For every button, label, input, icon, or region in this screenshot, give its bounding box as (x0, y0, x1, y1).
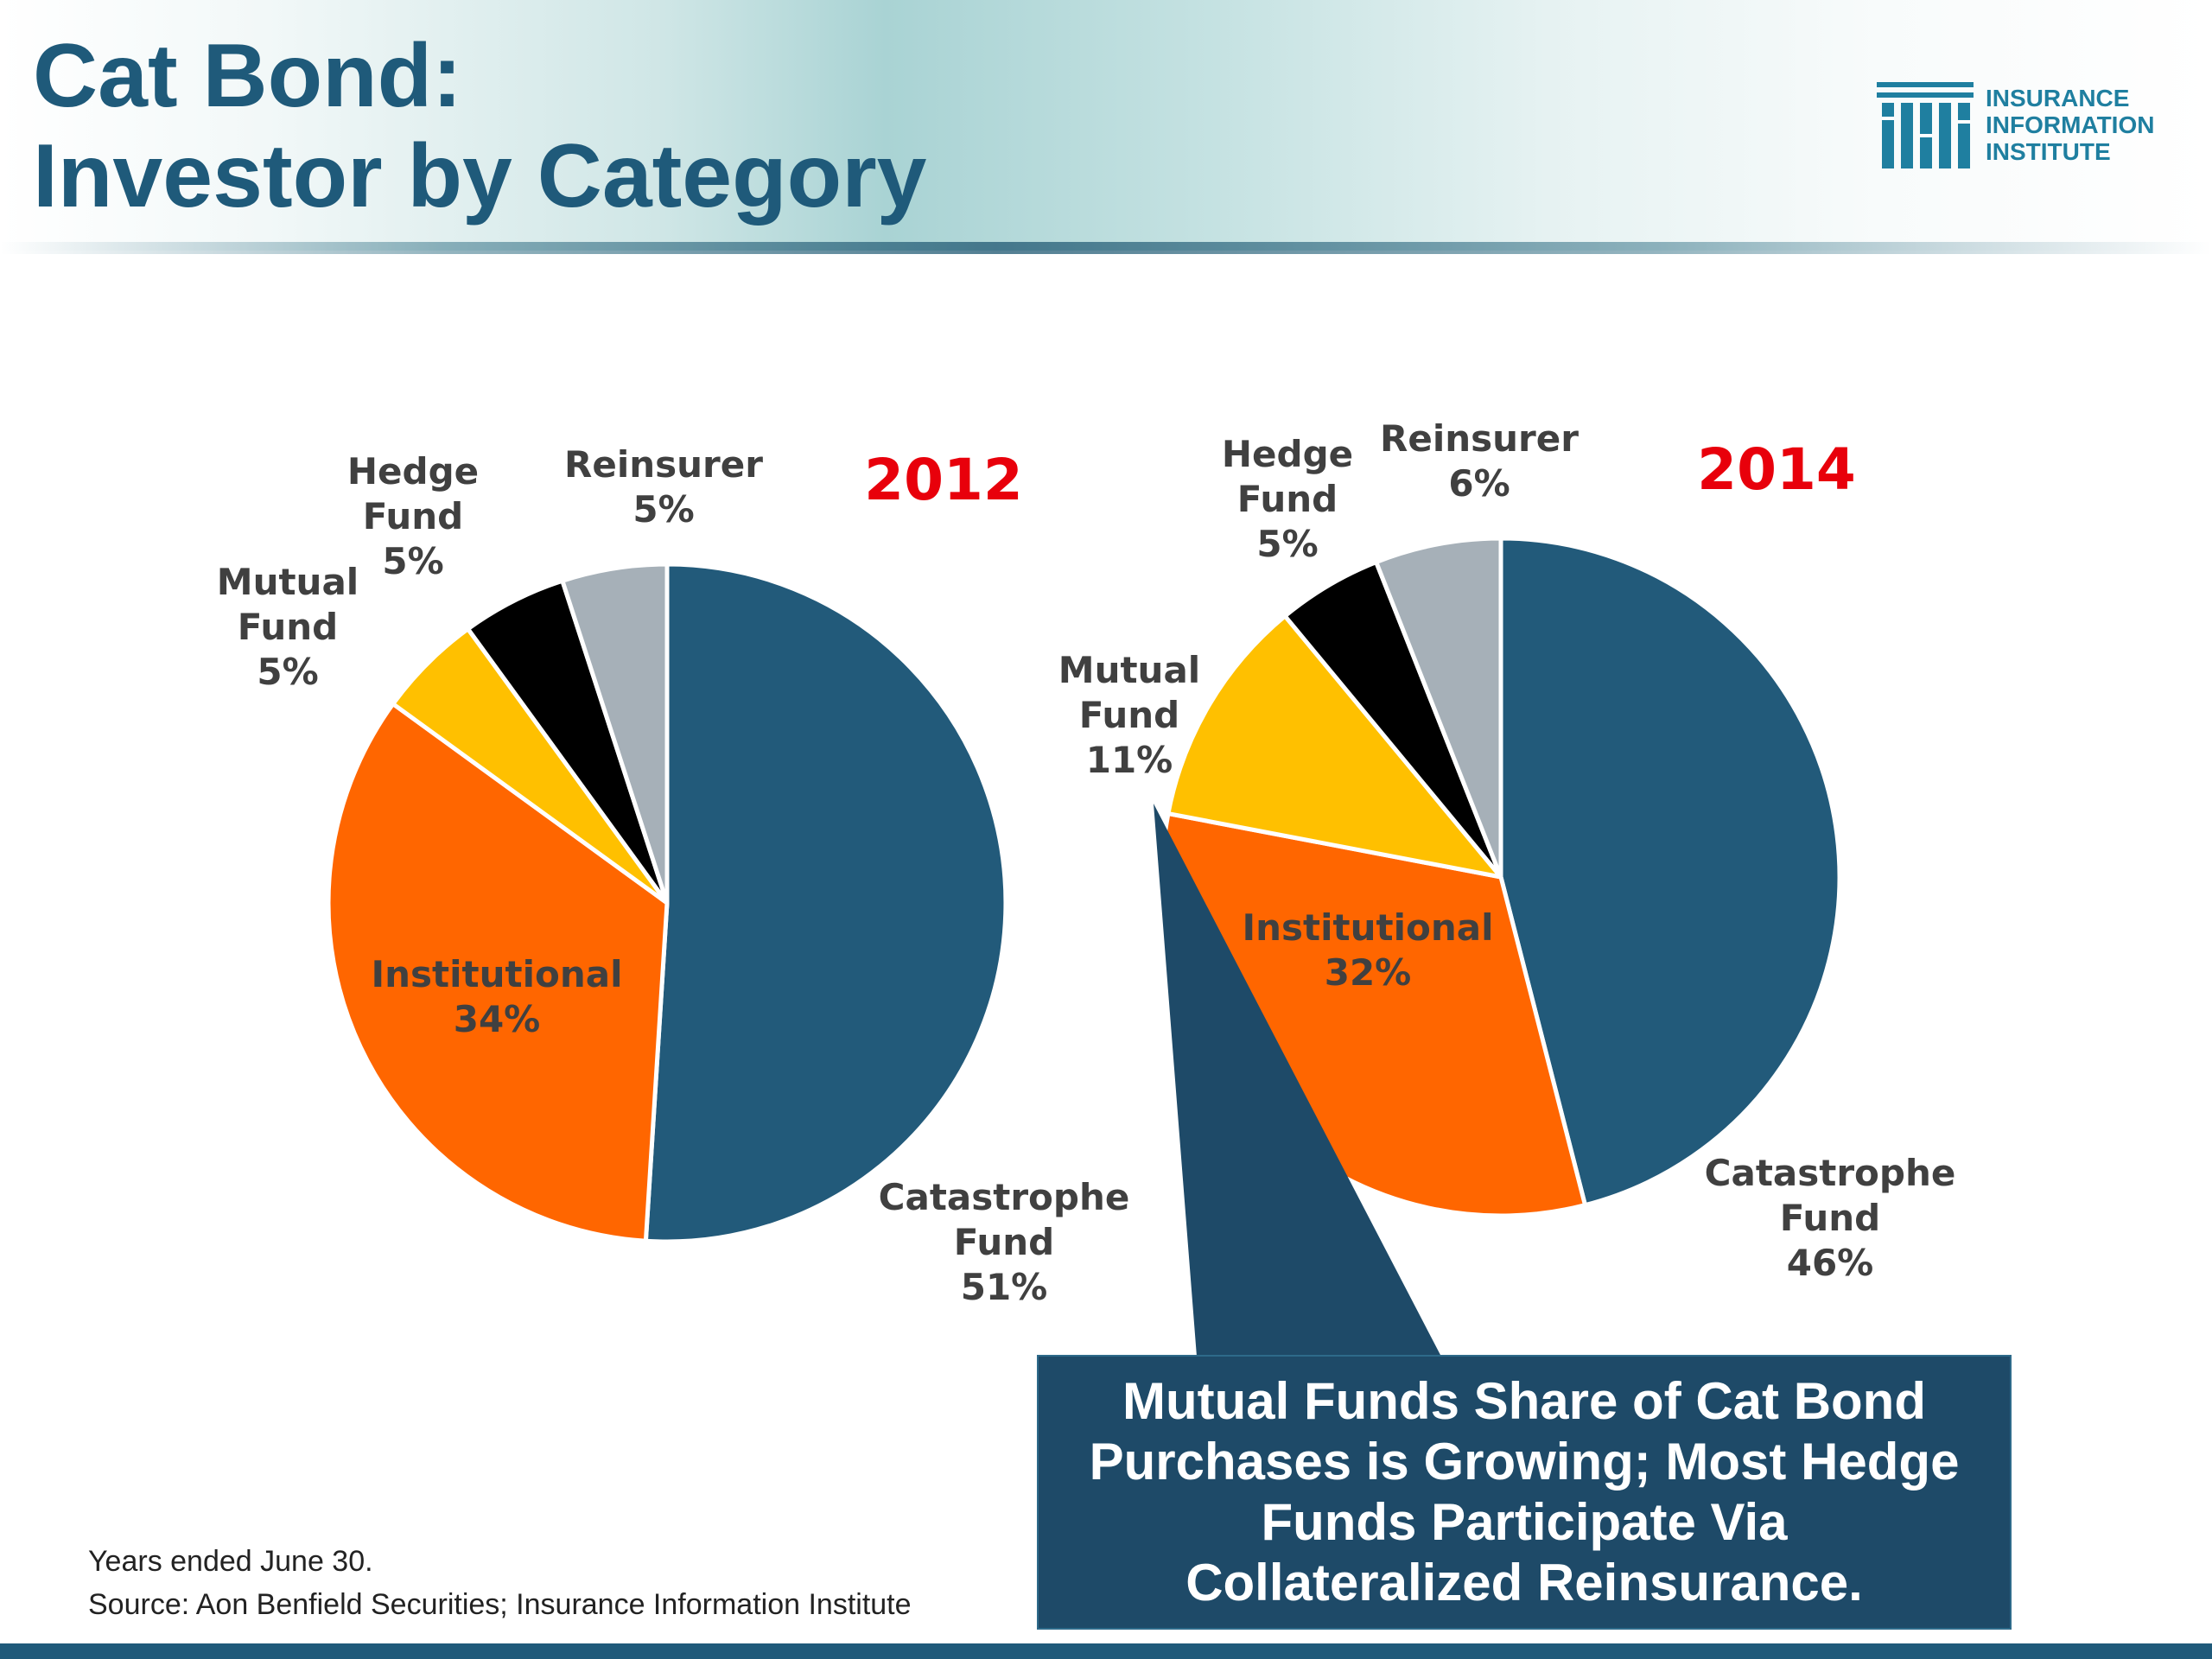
years-note: Years ended June 30. (88, 1545, 373, 1578)
pie-2014 (1160, 536, 1842, 1218)
page-title: Cat Bond: Investor by Category (33, 26, 927, 226)
slice-label-2014-mutual-fund: Mutual Fund 11% (1058, 649, 1200, 781)
slice-label-2014-reinsurer: Reinsurer 6% (1380, 417, 1579, 505)
pie-slice-2012-reinsurer (560, 562, 670, 906)
callout-text: Mutual Funds Share of Cat Bond Purchases… (1089, 1372, 1960, 1611)
slice-label-2014-institutional: Institutional 32% (1243, 906, 1494, 994)
slice-label-2012-hedge-fund: Hedge Fund 5% (347, 450, 479, 582)
header-band (0, 0, 2212, 251)
slice-label-2014-catastrophe-fund: Catastrophe Fund 46% (1705, 1152, 1956, 1284)
slice-label-2012-mutual-fund: Mutual Fund 5% (217, 561, 359, 693)
header-rule (0, 242, 2212, 254)
footer-bar (0, 1643, 2212, 1659)
slice-label-2012-institutional: Institutional 34% (372, 953, 623, 1040)
slice-label-2012-catastrophe-fund: Catastrophe Fund 51% (879, 1176, 1130, 1308)
slice-labels: Catastrophe Fund 51% Institutional 34% Mutual… (217, 417, 1956, 1308)
callout-pointer (1154, 804, 1441, 1357)
pie-slice-2012-institutional (326, 702, 670, 1243)
source-note: Source: Aon Benfield Securities; Insuran… (88, 1588, 912, 1621)
iii-logo-icon (1877, 82, 1974, 168)
pie-slice-2014-reinsurer (1374, 536, 1503, 880)
title-line-1: Cat Bond: (33, 26, 462, 126)
pie-slice-2014-mutual-fund (1166, 613, 1503, 880)
chart-2012-title: 2012 (864, 447, 1023, 513)
pie-2012 (326, 562, 1008, 1244)
pie-slice-2014-catastrophe-fund (1498, 536, 1842, 1208)
chart-2014-title: 2014 (1697, 436, 1856, 503)
slice-label-2014-hedge-fund: Hedge Fund 5% (1222, 433, 1353, 565)
slice-label-2012-reinsurer: Reinsurer 5% (564, 443, 763, 531)
title-line-2: Investor by Category (33, 126, 927, 226)
pie-slice-2012-catastrophe-fund (643, 562, 1008, 1244)
callout-box: Mutual Funds Share of Cat Bond Purchases… (1037, 1355, 2012, 1630)
logo-text: INSURANCE INFORMATION INSTITUTE (1986, 85, 2155, 165)
